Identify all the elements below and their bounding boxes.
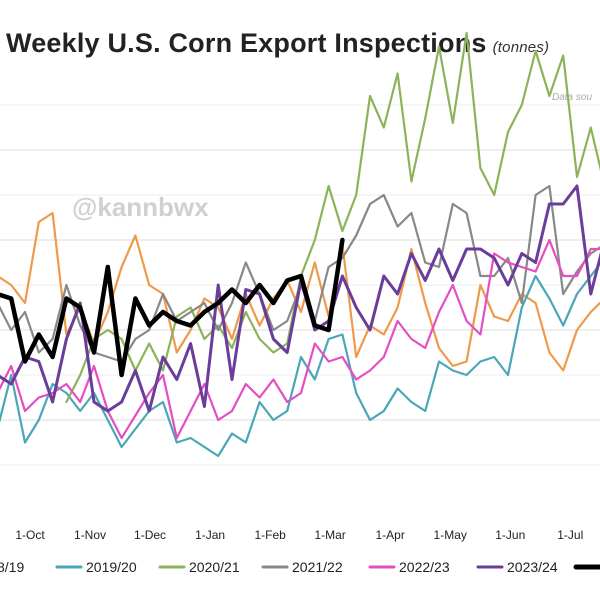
series-line-2024-25 xyxy=(0,237,345,378)
series-line-2020-21 xyxy=(65,31,600,404)
x-tick-label: 1-Dec xyxy=(134,528,166,542)
legend-label: 8/19 xyxy=(0,559,24,575)
x-tick-label: 1-Jan xyxy=(195,528,225,542)
x-tick-label: 1-May xyxy=(434,528,467,542)
legend-label: 2021/22 xyxy=(292,559,343,575)
x-tick-label: 1-Nov xyxy=(74,528,106,542)
legend-label: 2022/23 xyxy=(399,559,450,575)
legend-label: 2020/21 xyxy=(189,559,240,575)
series-line-2023-24 xyxy=(0,184,600,413)
legend-label: 2019/20 xyxy=(86,559,137,575)
x-tick-label: 1-Mar xyxy=(314,528,345,542)
series-line-2021-22 xyxy=(0,184,600,363)
series-line-2022-23 xyxy=(0,238,600,440)
series-line-8-19 xyxy=(0,211,600,372)
series-lines xyxy=(0,31,600,458)
x-axis-ticks: 1-Oct 1-Nov 1-Dec 1-Jan 1-Feb 1-Mar 1-Apr 1-May… xyxy=(15,528,583,542)
legend: 8/192019/202020/212021/222022/232023/242… xyxy=(0,559,600,575)
x-tick-label: 1-Oct xyxy=(15,528,45,542)
chart-title-text: Weekly U.S. Corn Export Inspections xyxy=(6,28,487,58)
x-tick-label: 1-Jul xyxy=(557,528,583,542)
watermark: @kannbwx xyxy=(72,192,209,222)
series-line-2019-20 xyxy=(0,262,600,458)
x-tick-label: 1-Jun xyxy=(495,528,525,542)
source-note: Data sou xyxy=(552,92,593,103)
x-tick-label: 1-Apr xyxy=(376,528,405,542)
x-tick-label: 1-Feb xyxy=(254,528,286,542)
legend-label: 2023/24 xyxy=(507,559,558,575)
